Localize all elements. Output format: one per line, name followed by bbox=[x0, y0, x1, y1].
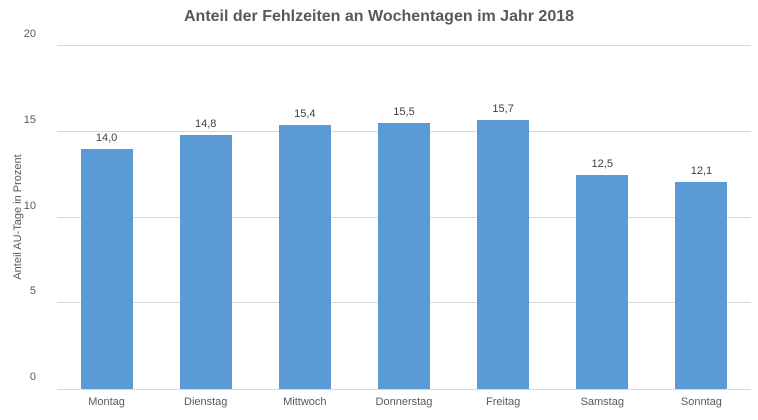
bar-slot-dienstag: 14,8 bbox=[156, 46, 255, 389]
bar-value-label: 12,1 bbox=[690, 164, 713, 177]
bar-dienstag: 14,8 bbox=[179, 118, 232, 389]
bar-donnerstag: 15,5 bbox=[377, 106, 430, 389]
bar-slot-montag: 14,0 bbox=[57, 46, 156, 389]
bar-value-label: 15,7 bbox=[492, 102, 514, 115]
y-tick-label: 10 bbox=[23, 199, 36, 212]
x-axis-labels: Montag Dienstag Mittwoch Donnerstag Freitag S… bbox=[57, 396, 751, 408]
bar-samstag: 12,5 bbox=[576, 158, 629, 389]
x-tick-label-montag: Montag bbox=[88, 396, 125, 408]
y-tick-label: 5 bbox=[29, 285, 36, 298]
bar-value-label: 15,4 bbox=[294, 107, 316, 120]
y-axis-ticks: 0 5 10 15 20 bbox=[0, 28, 50, 389]
bar-slot-donnerstag: 15,5 bbox=[354, 46, 453, 389]
bar-slot-freitag: 15,7 bbox=[454, 46, 553, 389]
x-tick-label-samstag: Samstag bbox=[580, 396, 624, 408]
bar-sonntag: 12,1 bbox=[675, 165, 728, 389]
bar-value-label: 14,8 bbox=[194, 118, 217, 131]
x-tick-label-freitag: Freitag bbox=[486, 396, 521, 408]
bar-value-label: 15,5 bbox=[393, 106, 415, 119]
bar-mittwoch: 15,4 bbox=[278, 108, 331, 389]
x-tick-label-mittwoch: Mittwoch bbox=[283, 396, 327, 408]
bar-series: 14,0 14,8 15,4 15,5 15,7 12,5 12,1 bbox=[57, 46, 751, 389]
bar-slot-samstag: 12,5 bbox=[553, 46, 652, 389]
bar-value-label: 14,0 bbox=[95, 131, 118, 144]
bar-montag: 14,0 bbox=[80, 132, 133, 389]
chart-title: Anteil der Fehlzeiten an Wochentagen im … bbox=[183, 8, 575, 25]
x-tick-label-dienstag: Dienstag bbox=[184, 396, 228, 408]
plot-area: 14,0 14,8 15,4 15,5 15,7 12,5 12,1 bbox=[57, 45, 751, 390]
bar-slot-sonntag: 12,1 bbox=[652, 46, 751, 389]
y-tick-label: 15 bbox=[23, 113, 36, 126]
x-tick-label-donnerstag: Donnerstag bbox=[375, 396, 433, 408]
bar-freitag: 15,7 bbox=[477, 103, 530, 389]
y-tick-label: 0 bbox=[29, 371, 36, 383]
y-tick-label: 20 bbox=[23, 28, 36, 40]
gridline bbox=[57, 45, 751, 46]
bar-slot-mittwoch: 15,4 bbox=[255, 46, 354, 389]
bar-value-label: 12,5 bbox=[591, 157, 613, 170]
x-tick-label-sonntag: Sonntag bbox=[680, 396, 722, 408]
